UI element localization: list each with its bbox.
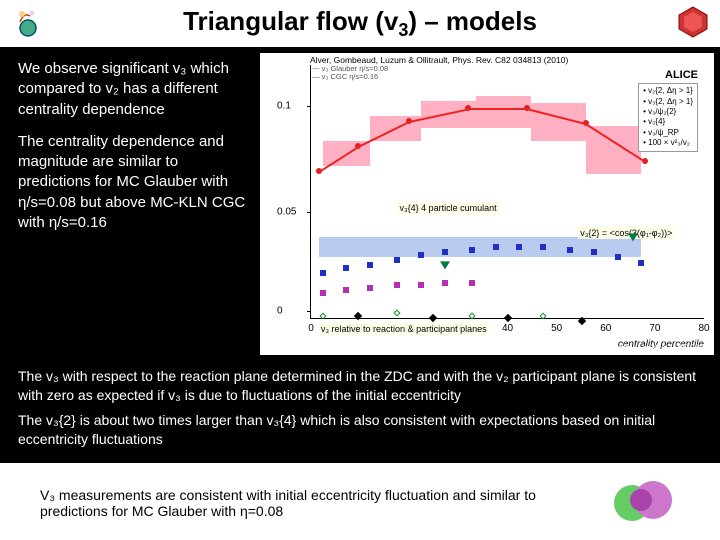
v2-glauber-band [586,126,641,174]
chart-legend: • v₂{2, Δη > 1}• v₃{2, Δη > 1}• v₃/ψ₂{2}… [638,83,698,151]
glauber-blob-icon [610,475,680,531]
v3-2-data-point [615,254,621,260]
v3-2-data-point [469,247,475,253]
v3-4-data-point [394,282,400,288]
observation-text: We observe significant v₃ which compared… [0,49,260,359]
v3-zero-data-point [578,316,586,324]
v3-2-data-point [540,244,546,250]
lower-text-box: The v₃ with respect to the reaction plan… [0,359,720,463]
v3-2-data-point [320,270,326,276]
model-legend-lines: --- v₃ Glauber η/s=0.08— v₃ CGC η/s=0.16 [312,65,388,82]
x-tick-label: 50 [551,323,562,334]
footer-summary: V₃ measurements are consistent with init… [0,463,720,535]
v3-2-data-point [567,247,573,253]
y-tick-label: 0.1 [277,100,291,111]
chart-annotation: v₃{2} = <cos(3(φ₁-φ₂))> [578,227,674,239]
main-content-box: We observe significant v₃ which compared… [0,49,720,359]
v2-glauber-band [476,96,531,129]
chart-panel: Alver, Gombeaud, Luzum & Ollitrault, Phy… [260,53,714,355]
v3-zero-data-point [429,314,437,322]
v3-zero-data-point [394,310,401,317]
x-tick-label: 0 [308,323,314,334]
pointer-triangle-icon [440,261,450,269]
title-suffix: ) – models [408,6,537,36]
v3-2-data-point [442,249,448,255]
v3-4-data-point [442,280,448,286]
lower-paragraph-1: The v₃ with respect to the reaction plan… [18,367,702,405]
y-tick-label: 0.05 [277,206,296,217]
v3-2-data-point [418,252,424,258]
v3-zero-data-point [503,314,511,322]
v3-4-data-point [469,280,475,286]
v3-4-data-point [343,287,349,293]
paragraph-1: We observe significant v₃ which compared… [18,59,252,120]
alice-chart-label: ALICE [665,69,698,81]
v3-2-data-point [591,249,597,255]
title-prefix: Triangular flow (v [183,6,398,36]
v3-zero-data-point [354,311,362,319]
v3-2-data-point [493,244,499,250]
title-sub: 3 [398,20,408,40]
slide-title: Triangular flow (v3) – models [0,0,720,49]
v3-2-data-point [394,257,400,263]
collaboration-citation: ALICE Collaboration, arXiv: 1105.3865 [556,343,710,353]
v3-2-data-point [343,265,349,271]
chart-annotation: v₃{4} 4 particle cumulant [397,202,498,214]
detector-icon [674,4,712,40]
footer-text: V₃ measurements are consistent with init… [40,487,598,519]
chart-annotation: v₃ relative to reaction & participant pl… [319,323,489,335]
lower-paragraph-2: The v₃{2} is about two times larger than… [18,411,702,449]
alice-logo-icon [8,4,48,40]
v3-zero-data-point [319,312,326,319]
v3-2-data-point [516,244,522,250]
v3-4-data-point [418,282,424,288]
v3-4-data-point [320,290,326,296]
v3-2-data-point [367,262,373,268]
chart-area: 0.10.05001020304050607080centrality perc… [310,65,704,319]
v3-4-data-point [367,285,373,291]
x-tick-label: 80 [698,323,709,334]
y-tick-label: 0 [277,305,283,316]
pointer-triangle-icon [628,233,638,241]
v3-zero-data-point [539,312,546,319]
v3-2-data-point [638,260,644,266]
v3-zero-data-point [469,312,476,319]
paragraph-2: The centrality dependence and magnitude … [18,132,252,233]
x-tick-label: 60 [600,323,611,334]
x-tick-label: 40 [502,323,513,334]
x-tick-label: 70 [649,323,660,334]
